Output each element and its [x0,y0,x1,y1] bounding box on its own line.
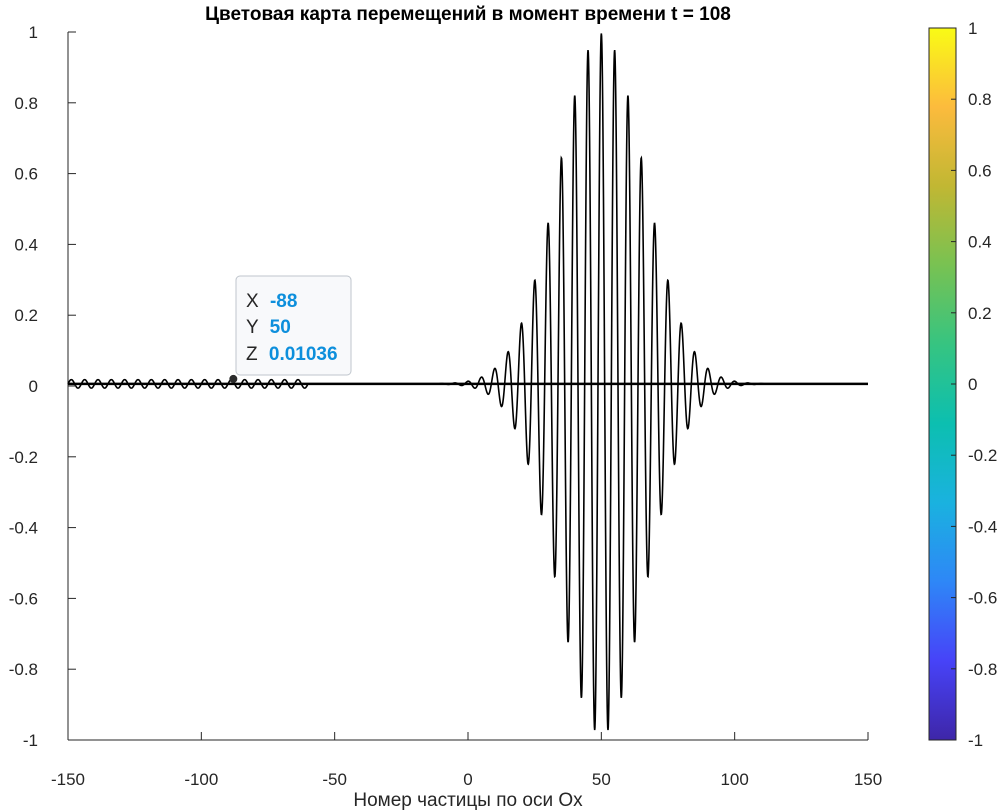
x-axis-label: Номер частицы по оси Ox [353,790,583,811]
x-tick-label: -100 [184,770,218,789]
datatip-y-key: Y [246,317,259,338]
datatip-y-value: 50 [270,317,291,338]
datatip-box[interactable] [235,275,352,376]
colorbar-tick-label: -0.8 [968,660,997,679]
series-line [67,33,868,731]
svg-text:X -88: X -88 [246,291,297,312]
colorbar-tick-label: -0.2 [968,446,997,465]
y-tick-label: 0.6 [14,165,38,184]
x-tick-label: -50 [322,770,347,789]
datatip-x-value: -88 [270,291,297,312]
x-axis-ticks: -150 -100 -50 0 50 100 150 [51,732,882,789]
colorbar-tick-label: 0.8 [968,90,992,109]
colorbar-tick-label: 0 [968,375,977,394]
y-tick-label: -0.6 [9,589,38,608]
x-tick-label: 150 [854,770,882,789]
datatip-x-key: X [246,291,259,312]
y-tick-label: -1 [23,731,38,750]
plot-axes[interactable] [67,32,868,741]
y-tick-label: 0.4 [14,235,38,254]
datatip[interactable]: X -88 Y 50 Z 0.01036 [229,275,352,383]
y-tick-label: 0.2 [14,306,38,325]
colorbar-tick-label: -0.6 [968,589,997,608]
series-group [67,33,868,731]
datatip-marker[interactable] [229,374,238,383]
y-tick-label: 1 [29,23,38,42]
x-tick-label: -150 [51,770,85,789]
x-tick-label: 100 [720,770,748,789]
y-tick-label: -0.4 [9,519,38,538]
datatip-z-key: Z [246,344,258,365]
colorbar-tick-label: -0.4 [968,517,997,536]
colorbar-tick-label: 0.2 [968,304,992,323]
colorbar-tick-label: 1 [968,19,977,38]
y-tick-label: -0.8 [9,660,38,679]
colorbar[interactable]: 1 0.8 0.6 0.4 0.2 0 -0.2 -0.4 -0.6 -0.8 -1 [928,19,997,750]
datatip-z-value: 0.01036 [269,344,338,365]
y-tick-label: -0.2 [9,448,38,467]
y-tick-label: 0.8 [14,94,38,113]
x-tick-label: 50 [592,770,611,789]
y-tick-label: 0 [29,377,38,396]
colorbar-tick-label: -1 [968,731,983,750]
colorbar-tick-label: 0.4 [968,233,992,252]
svg-text:Z 0.01036: Z 0.01036 [246,344,338,365]
chart-title: Цветовая карта перемещений в момент врем… [205,4,731,25]
y-axis-ticks: 1 0.8 0.6 0.4 0.2 0 -0.2 -0.4 -0.6 -0.8 -1 [9,23,76,750]
x-tick-label: 0 [463,770,472,789]
colorbar-tick-label: 0.6 [968,161,992,180]
svg-text:Y 50: Y 50 [246,317,291,338]
